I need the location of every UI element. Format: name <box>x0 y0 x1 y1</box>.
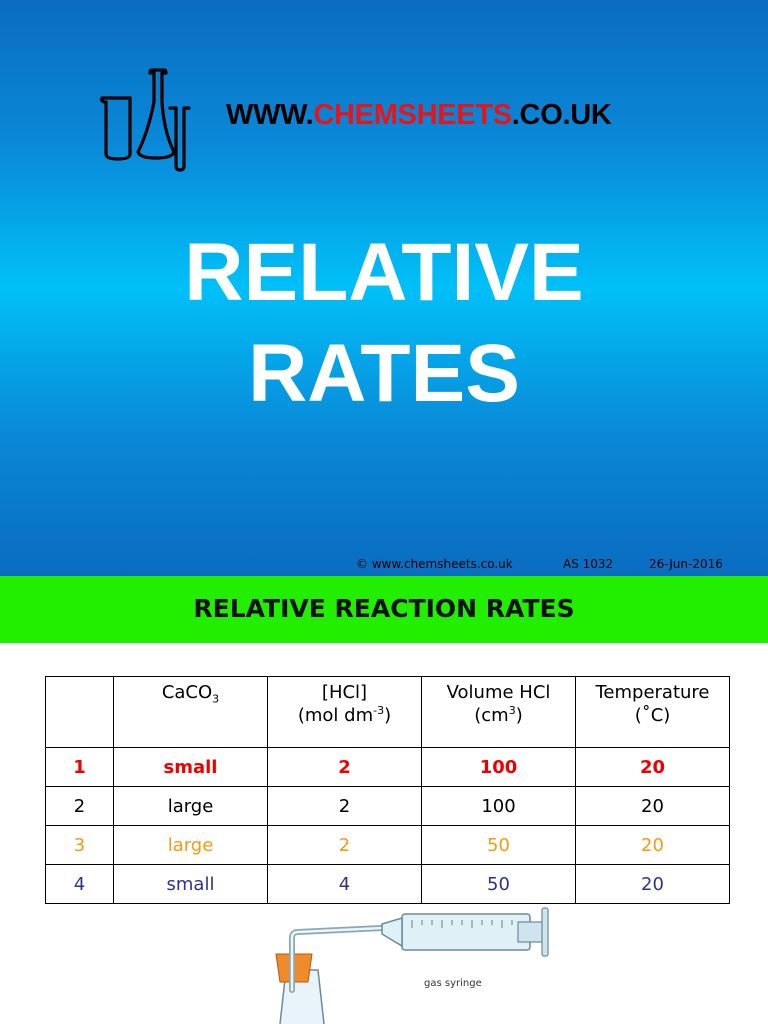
footer-code: AS 1032 <box>563 557 614 571</box>
table-header-row: CaCO3 [HCl] (mol dm-3) Volume HCl (cm3) Te… <box>45 676 730 748</box>
site-suffix: .CO.UK <box>511 99 612 131</box>
cell-volume: 50 <box>421 825 576 865</box>
header-num <box>45 676 114 748</box>
title-slide: WWW.CHEMSHEETS.CO.UK RELATIVE RATES © ww… <box>0 0 768 576</box>
header-volume-line1: Volume HCl <box>446 682 551 703</box>
header-volume-close: ) <box>515 705 523 727</box>
header-volume-line2: (cm <box>474 705 509 727</box>
header-caco3-text: CaCO <box>161 682 213 703</box>
site-prefix: WWW. <box>226 99 314 131</box>
rates-table: CaCO3 [HCl] (mol dm-3) Volume HCl (cm3) Te… <box>45 676 730 904</box>
section-title: RELATIVE REACTION RATES <box>193 594 575 623</box>
cell-hcl: 2 <box>267 825 422 865</box>
header-hcl-close: ) <box>384 705 392 727</box>
cell-num: 1 <box>45 747 114 787</box>
cell-caco3: large <box>113 825 268 865</box>
cell-num: 4 <box>45 864 114 904</box>
cell-num: 2 <box>45 786 114 826</box>
cell-hcl: 2 <box>267 747 422 787</box>
slide-title-line2: RATES <box>248 328 520 419</box>
cell-temperature: 20 <box>575 825 730 865</box>
header-hcl-line1: [HCl] <box>321 682 368 703</box>
cell-temperature: 20 <box>575 747 730 787</box>
header-hcl: [HCl] (mol dm-3) <box>267 676 422 748</box>
gas-syringe-label: gas syringe <box>424 978 482 989</box>
header-hcl-line2: (mol dm <box>297 705 374 727</box>
cell-num: 3 <box>45 825 114 865</box>
header-caco3: CaCO3 <box>113 676 268 748</box>
syringe-barrel <box>401 913 531 951</box>
site-url: WWW.CHEMSHEETS.CO.UK <box>226 99 612 132</box>
cell-caco3: small <box>113 747 268 787</box>
header-hcl-sup: -3 <box>373 704 385 718</box>
table-row: 1 small 2 100 20 <box>45 747 730 787</box>
section-banner <box>0 576 768 643</box>
table-row: 4 small 4 50 20 <box>45 864 730 904</box>
cell-caco3: small <box>113 864 268 904</box>
slide-title-line1: RELATIVE <box>184 227 584 318</box>
cell-temperature: 20 <box>575 864 730 904</box>
cell-caco3: large <box>113 786 268 826</box>
gas-syringe-apparatus: gas syringe <box>275 907 549 1024</box>
syringe-plunger <box>517 921 545 943</box>
table-row: 3 large 2 50 20 <box>45 825 730 865</box>
cell-hcl: 4 <box>267 864 422 904</box>
cell-volume: 100 <box>421 747 576 787</box>
footer-copyright: © www.chemsheets.co.uk <box>356 557 513 571</box>
cell-volume: 50 <box>421 864 576 904</box>
cell-temperature: 20 <box>575 786 730 826</box>
header-temperature: Temperature (˚C) <box>575 676 730 748</box>
cell-hcl: 2 <box>267 786 422 826</box>
header-temperature-line1: Temperature <box>595 682 710 703</box>
glassware-icon <box>99 68 191 172</box>
cell-volume: 100 <box>421 786 576 826</box>
site-brand: CHEMSHEETS <box>313 99 512 131</box>
header-volume-sup: 3 <box>508 704 516 718</box>
footer-date: 26-Jun-2016 <box>649 557 723 571</box>
header-temperature-line2: (˚C) <box>634 705 671 727</box>
table-row: 2 large 2 100 20 <box>45 786 730 826</box>
header-caco3-sub: 3 <box>212 692 220 706</box>
header-volume: Volume HCl (cm3) <box>421 676 576 748</box>
